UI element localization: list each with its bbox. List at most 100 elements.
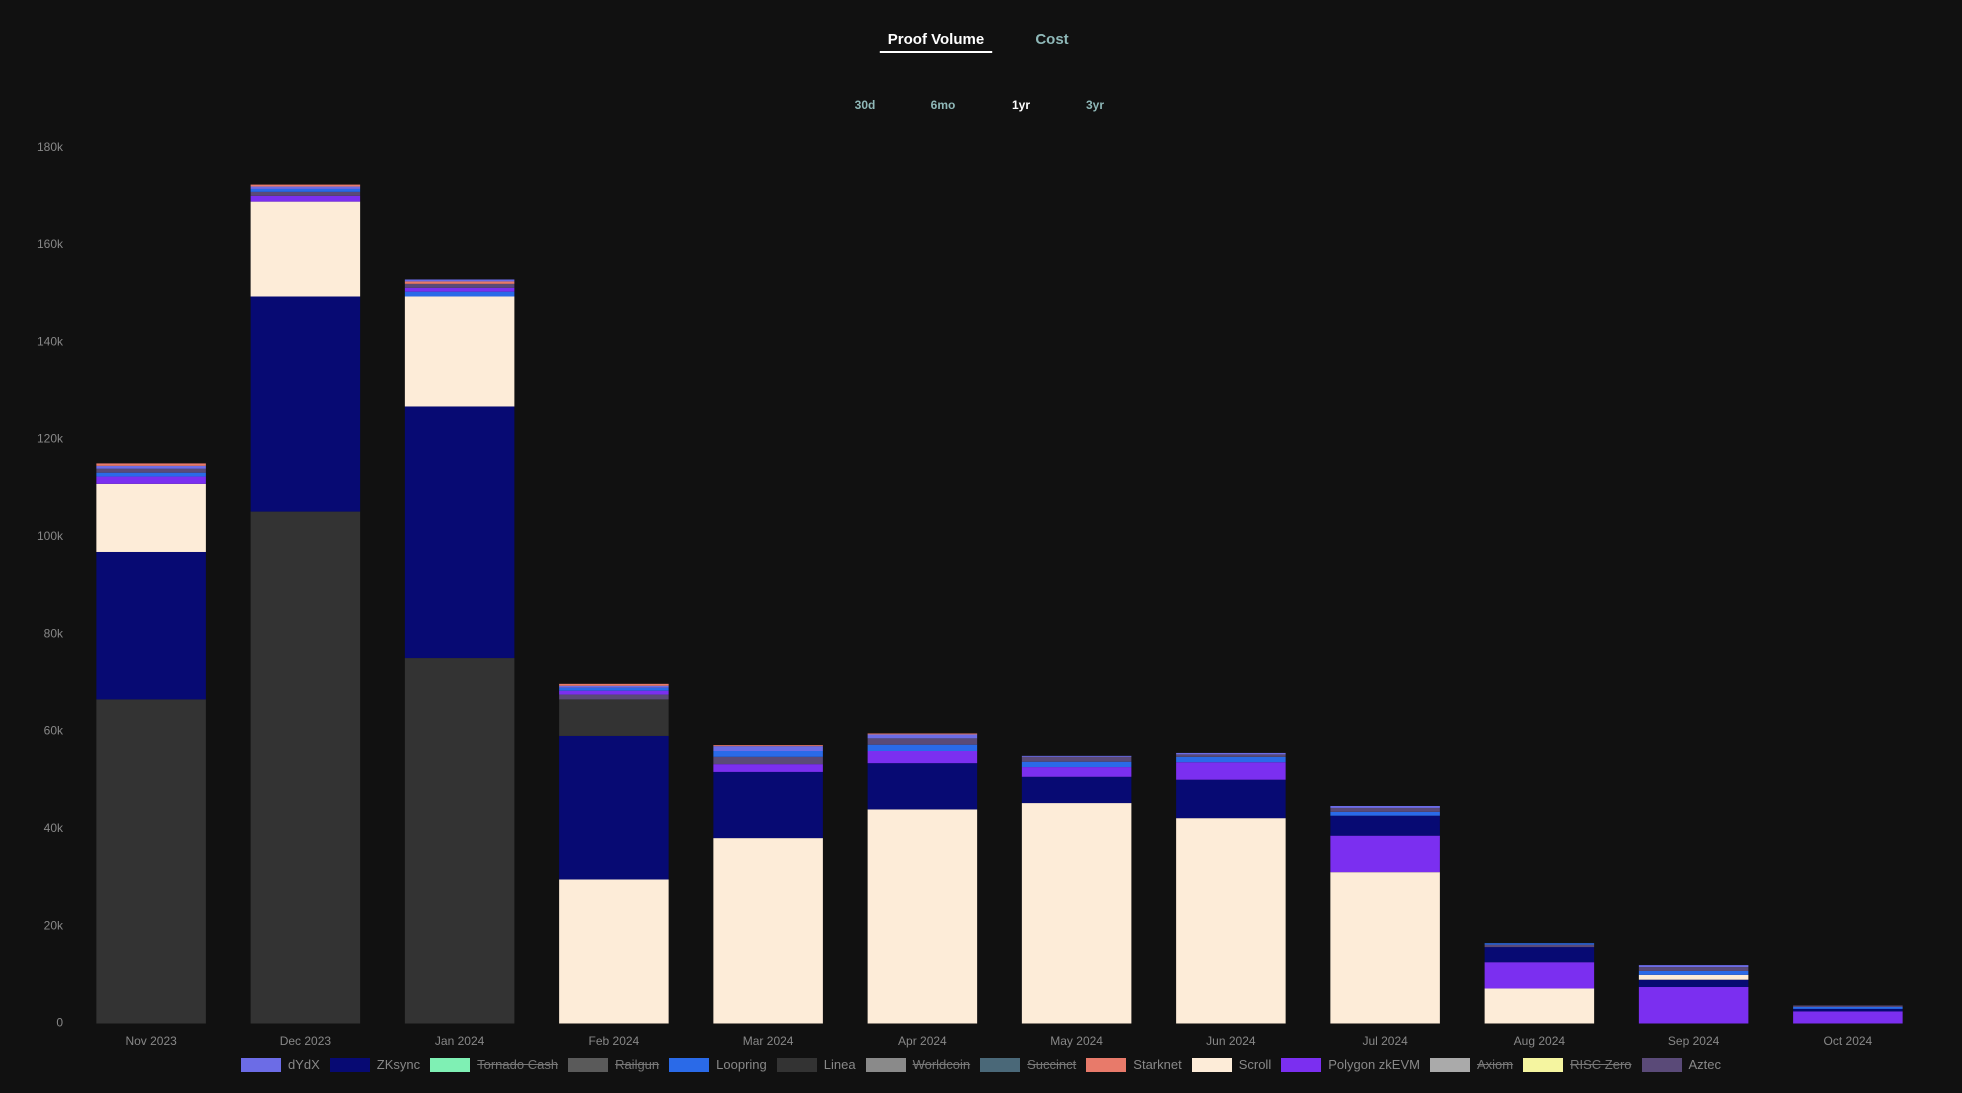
legend-swatch — [1523, 1057, 1564, 1072]
range-button[interactable]: 6mo — [931, 98, 956, 112]
bar-segment — [713, 750, 823, 757]
bar-segment — [559, 694, 669, 700]
legend-item[interactable]: Worldcoin — [865, 1057, 970, 1072]
bar-segment — [1176, 762, 1286, 780]
legend-item[interactable]: Scroll — [1191, 1057, 1271, 1072]
legend-item[interactable]: Axiom — [1429, 1057, 1513, 1072]
bar-segment — [559, 685, 669, 688]
bar-segment — [1330, 807, 1440, 812]
bar-segment — [404, 283, 515, 288]
bar-segment — [96, 472, 206, 477]
x-tick-label: Jul 2024 — [1362, 1034, 1408, 1048]
bar-segment — [1330, 872, 1440, 1024]
bar-segment — [404, 287, 515, 292]
legend-item[interactable]: Linea — [776, 1057, 856, 1072]
range-button[interactable]: 1yr — [1012, 98, 1030, 112]
legend-label: Loopring — [716, 1057, 767, 1072]
x-tick-label: May 2024 — [1050, 1034, 1103, 1048]
legend-item[interactable]: Succinct — [980, 1057, 1076, 1072]
bar-segment — [1638, 987, 1749, 1024]
y-tick-label: 0 — [56, 1016, 63, 1030]
bar-segment — [867, 738, 978, 745]
bar-segment — [404, 658, 515, 1024]
x-tick-label: Apr 2024 — [898, 1034, 947, 1048]
bar-segment — [713, 745, 823, 747]
bar-segment — [1330, 811, 1440, 816]
bar-segment — [713, 756, 823, 765]
y-tick-label: 20k — [44, 918, 64, 932]
legend-item[interactable]: Tornado Cash — [430, 1057, 558, 1072]
legend-swatch — [1191, 1057, 1232, 1072]
bar-segment — [1638, 965, 1749, 968]
y-tick-label: 60k — [44, 724, 64, 738]
bar-segment — [1330, 835, 1440, 873]
tab[interactable]: Proof Volume — [888, 31, 984, 48]
bar-segment — [1330, 815, 1440, 836]
bar-segment — [404, 291, 515, 297]
legend-label: Polygon zkEVM — [1328, 1057, 1420, 1072]
legend: dYdX ZKsync Tornado Cash Railgun Loopring Lin… — [0, 1057, 1962, 1072]
bar-segment — [1176, 779, 1286, 819]
x-tick-label: Feb 2024 — [589, 1034, 640, 1048]
bar-segment — [1793, 1005, 1903, 1007]
legend-item[interactable]: Starknet — [1086, 1057, 1182, 1072]
bar-segment — [867, 744, 978, 751]
bar-segment — [96, 468, 206, 473]
bar-segment — [1176, 752, 1286, 755]
bar-segment — [404, 281, 515, 284]
legend-swatch — [240, 1057, 281, 1072]
tab-underline — [879, 51, 993, 53]
bar-segment — [250, 195, 361, 202]
bar-segment — [96, 699, 206, 1024]
y-tick-label: 100k — [37, 529, 64, 543]
bar-segment — [559, 687, 669, 691]
bar-segment — [713, 746, 823, 751]
bar-segment — [96, 551, 206, 700]
legend-swatch — [1641, 1057, 1682, 1072]
range-button[interactable]: 30d — [855, 98, 876, 112]
legend-item[interactable]: ZKsync — [329, 1057, 421, 1072]
legend-item[interactable]: dYdX — [240, 1057, 320, 1072]
bar-segment — [1021, 767, 1132, 777]
bar-segment — [250, 296, 361, 512]
bar-segment — [867, 809, 978, 1024]
bar-segment — [250, 184, 361, 187]
bar-segment — [1021, 755, 1132, 757]
legend-label: ZKsync — [376, 1057, 421, 1072]
bar-segment — [559, 699, 669, 736]
bar-segment — [559, 683, 669, 686]
legend-item[interactable]: RISC Zero — [1523, 1057, 1632, 1072]
bar-segment — [1021, 803, 1132, 1024]
bar-segment — [404, 406, 515, 659]
range-button[interactable]: 3yr — [1086, 98, 1104, 112]
bar-segment — [1021, 756, 1132, 762]
legend-swatch — [1086, 1057, 1127, 1072]
legend-swatch — [1429, 1057, 1470, 1072]
bar-segment — [250, 201, 361, 297]
legend-swatch — [430, 1057, 471, 1072]
x-tick-label: Oct 2024 — [1824, 1034, 1873, 1048]
y-tick-label: 120k — [37, 432, 64, 446]
legend-item[interactable]: Railgun — [568, 1057, 659, 1072]
legend-label: RISC Zero — [1570, 1057, 1632, 1072]
legend-item[interactable]: Loopring — [669, 1057, 767, 1072]
bar-segment — [1176, 818, 1286, 1024]
bar-segment — [250, 188, 361, 192]
legend-swatch — [329, 1057, 370, 1072]
x-tick-label: Mar 2024 — [743, 1034, 794, 1048]
legend-swatch — [776, 1057, 817, 1072]
bar-segment — [713, 771, 823, 839]
tab[interactable]: Cost — [1035, 31, 1068, 48]
legend-label: Starknet — [1133, 1057, 1182, 1072]
legend-item[interactable]: Aztec — [1641, 1057, 1721, 1072]
legend-item[interactable]: Polygon zkEVM — [1281, 1057, 1420, 1072]
x-tick-label: Sep 2024 — [1668, 1034, 1720, 1048]
bar-segment — [1793, 1006, 1903, 1009]
y-tick-label: 140k — [37, 334, 64, 348]
x-tick-label: Jun 2024 — [1206, 1034, 1256, 1048]
bar-segment — [96, 483, 206, 552]
legend-label: Tornado Cash — [477, 1057, 559, 1072]
x-tick-label: Jan 2024 — [435, 1034, 485, 1048]
bar-segment — [1484, 944, 1595, 948]
